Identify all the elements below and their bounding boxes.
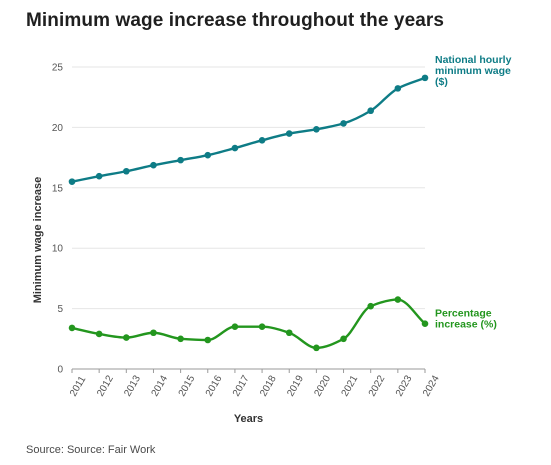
x-tick-label: 2018	[258, 373, 279, 398]
data-point	[394, 85, 402, 92]
data-point	[313, 344, 320, 352]
x-tick-label: 2012	[95, 373, 116, 398]
data-point	[177, 335, 184, 343]
data-point	[394, 296, 402, 303]
x-tick-label: 2013	[122, 373, 143, 398]
data-point	[340, 335, 347, 343]
data-point	[95, 330, 103, 338]
data-point	[150, 329, 157, 337]
x-tick-label: 2023	[394, 373, 415, 398]
x-tick-label: 2024	[421, 373, 442, 398]
data-point	[123, 167, 130, 175]
data-point	[204, 151, 212, 159]
data-point	[367, 302, 374, 310]
series-label: National hourly minimum wage ($)	[435, 54, 512, 88]
data-point	[285, 329, 293, 337]
chart-title: Minimum wage increase throughout the yea…	[26, 10, 445, 31]
y-tick-label: 0	[57, 365, 63, 376]
data-point	[340, 120, 347, 127]
y-tick-label: 20	[52, 123, 64, 134]
data-point	[313, 126, 320, 133]
x-tick-label: 2017	[231, 373, 252, 398]
x-tick-label: 2022	[367, 373, 388, 398]
data-point	[421, 320, 429, 328]
x-tick-label: 2016	[204, 373, 225, 398]
data-point	[367, 107, 374, 115]
data-point	[95, 172, 103, 180]
data-point	[421, 74, 429, 82]
data-point	[285, 130, 293, 137]
series-labels: National hourly minimum wage ($) Percentage…	[435, 54, 512, 331]
y-tick-label: 25	[52, 63, 64, 74]
series-lines	[68, 74, 429, 352]
data-point	[68, 324, 76, 332]
x-axis-title: Years	[234, 413, 263, 425]
x-tick-label: 2014	[150, 373, 171, 398]
data-point	[204, 336, 212, 344]
x-tick-label: 2015	[177, 373, 198, 398]
series-line	[70, 76, 427, 183]
data-point	[123, 334, 130, 341]
data-point	[150, 161, 157, 169]
data-point	[68, 178, 76, 185]
source-note: Source: Source: Fair Work	[26, 444, 156, 456]
x-tick-label: 2020	[312, 373, 333, 398]
data-point	[258, 323, 266, 331]
x-tick-label: 2021	[340, 373, 361, 398]
data-point	[231, 323, 239, 331]
x-tick-label: 2011	[68, 374, 88, 399]
y-axis-title: Minimum wage increase	[32, 177, 44, 304]
data-point	[258, 137, 266, 144]
y-tick-label: 5	[57, 304, 63, 315]
x-tick-label: 2019	[285, 373, 306, 398]
series-label: Percentage increase (%)	[435, 308, 497, 331]
y-tick-label: 10	[52, 244, 64, 255]
data-point	[231, 144, 239, 152]
gridlines	[72, 66, 425, 370]
data-point	[177, 156, 184, 164]
y-tick-label: 15	[52, 183, 64, 194]
axes: 0 5 10 15 20 25 2011 2012 2013 2014 2015 2016 2017 20…	[32, 63, 442, 426]
